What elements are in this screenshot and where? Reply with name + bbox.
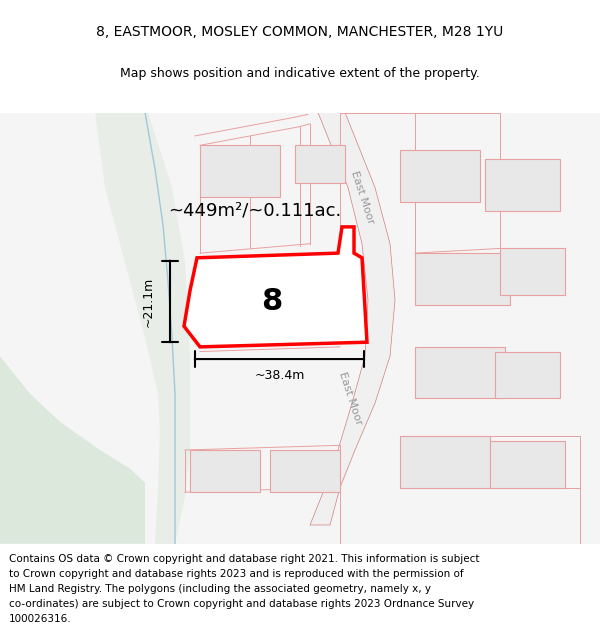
Text: ~449m²/~0.111ac.: ~449m²/~0.111ac. [169, 202, 341, 220]
Polygon shape [310, 112, 395, 525]
Bar [485, 159, 560, 211]
Text: HM Land Registry. The polygons (including the associated geometry, namely x, y: HM Land Registry. The polygons (includin… [9, 584, 431, 594]
Text: to Crown copyright and database rights 2023 and is reproduced with the permissio: to Crown copyright and database rights 2… [9, 569, 464, 579]
Text: Map shows position and indicative extent of the property.: Map shows position and indicative extent… [120, 67, 480, 79]
Bar [495, 351, 560, 399]
Bar [200, 145, 280, 197]
Bar [500, 248, 565, 295]
Bar [415, 253, 510, 304]
Text: Contains OS data © Crown copyright and database right 2021. This information is : Contains OS data © Crown copyright and d… [9, 554, 479, 564]
Text: ~38.4m: ~38.4m [254, 369, 305, 382]
Text: 8: 8 [262, 288, 283, 316]
Text: co-ordinates) are subject to Crown copyright and database rights 2023 Ordnance S: co-ordinates) are subject to Crown copyr… [9, 599, 474, 609]
Bar [490, 441, 565, 488]
Text: East Moor: East Moor [337, 371, 363, 426]
Polygon shape [0, 112, 145, 544]
Text: 8, EASTMOOR, MOSLEY COMMON, MANCHESTER, M28 1YU: 8, EASTMOOR, MOSLEY COMMON, MANCHESTER, … [97, 24, 503, 39]
Bar [400, 436, 490, 488]
Bar [190, 450, 260, 493]
Text: 100026316.: 100026316. [9, 614, 71, 624]
Bar [295, 145, 345, 182]
Bar [400, 150, 480, 201]
Bar [270, 450, 340, 493]
Polygon shape [95, 112, 190, 544]
Polygon shape [184, 227, 367, 347]
Bar [415, 347, 505, 399]
Text: ~21.1m: ~21.1m [142, 276, 155, 326]
Text: East Moor: East Moor [349, 169, 375, 225]
